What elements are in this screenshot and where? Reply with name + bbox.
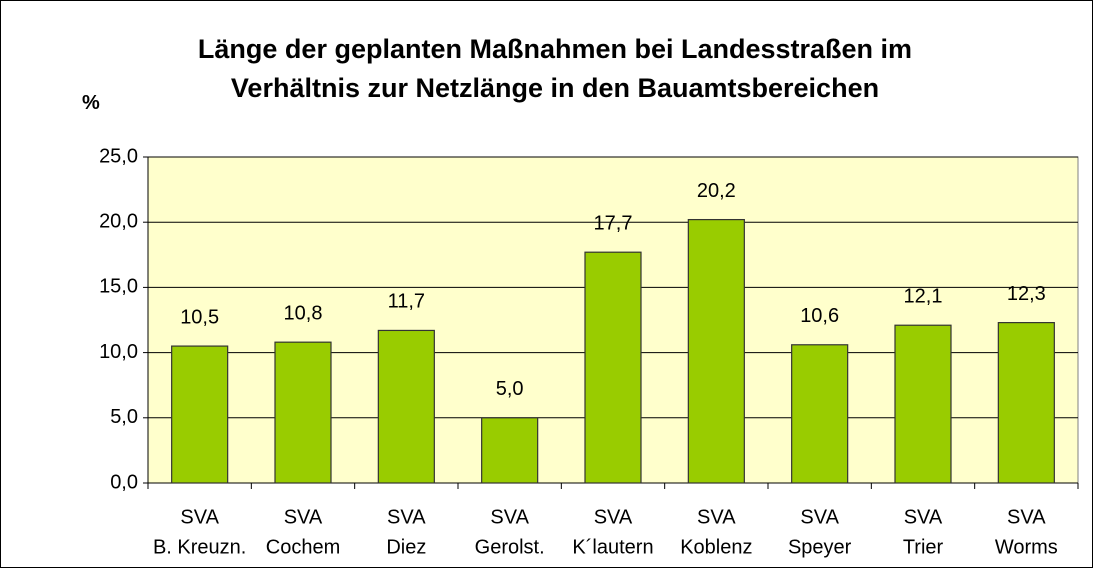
bar [584, 251, 642, 484]
data-label: 10,6 [800, 305, 839, 327]
y-tick-label: 15,0 [99, 276, 138, 298]
x-tick-label: SVA [180, 506, 219, 528]
bar [894, 324, 952, 484]
y-tick-label: 5,0 [110, 406, 138, 428]
bar [791, 344, 849, 484]
y-tick-label: 0,0 [110, 471, 138, 493]
y-tick-label: 25,0 [99, 145, 138, 167]
x-tick-label: SVA [697, 506, 736, 528]
x-tick-label: B. Kreuzn. [153, 536, 246, 558]
y-tick-label: 20,0 [99, 210, 138, 232]
y-tick-label: 10,0 [99, 341, 138, 363]
bar [997, 322, 1055, 484]
x-tick-label: Gerolst. [475, 536, 545, 558]
data-label: 12,1 [904, 285, 943, 307]
x-tick-label: SVA [594, 506, 633, 528]
bar [481, 417, 539, 484]
x-tick-label: SVA [284, 506, 323, 528]
x-tick-label: Speyer [788, 536, 852, 558]
x-tick-label: Worms [995, 536, 1058, 558]
data-label: 5,0 [496, 378, 524, 400]
data-label: 10,5 [180, 306, 219, 328]
data-label: 20,2 [697, 180, 736, 202]
x-tick-label: Koblenz [680, 536, 752, 558]
y-axis-label: % [82, 92, 100, 114]
data-label: 10,8 [284, 302, 323, 324]
bar [687, 218, 745, 484]
data-label: 11,7 [388, 291, 425, 313]
x-tick-label: SVA [800, 506, 839, 528]
bar [377, 329, 435, 484]
bar [274, 341, 332, 484]
x-tick-label: SVA [1007, 506, 1046, 528]
data-label: 12,3 [1007, 283, 1046, 305]
x-tick-label: K´lautern [572, 536, 653, 558]
x-tick-label: Cochem [266, 536, 340, 558]
x-tick-label: SVA [387, 506, 426, 528]
bar [171, 345, 229, 484]
data-label: 17,7 [594, 212, 633, 234]
x-tick-label: Diez [386, 536, 426, 558]
x-tick-label: SVA [904, 506, 943, 528]
chart-title: Länge der geplanten Maßnahmen bei Landes… [197, 34, 913, 103]
x-tick-label: SVA [490, 506, 529, 528]
x-tick-label: Trier [903, 536, 944, 558]
